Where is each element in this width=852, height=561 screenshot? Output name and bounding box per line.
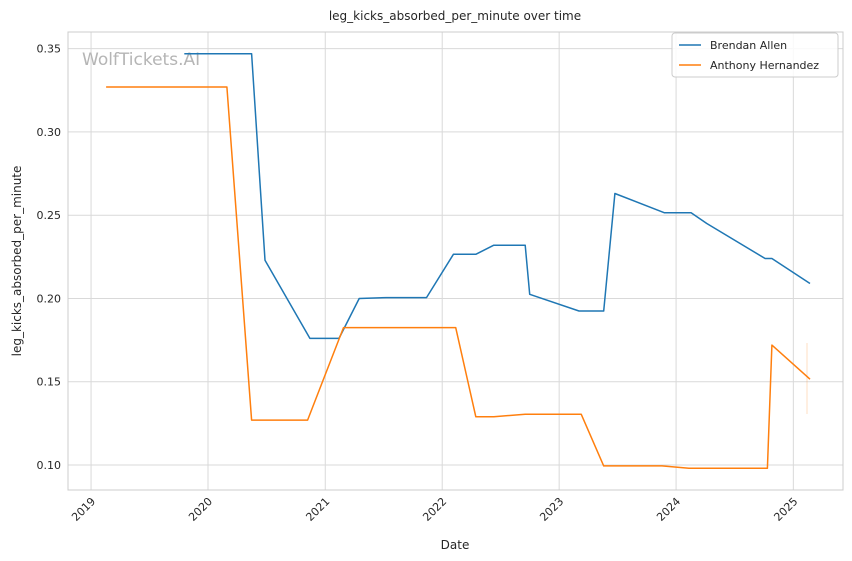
chart-title: leg_kicks_absorbed_per_minute over time (329, 9, 581, 23)
series-line-anthony-hernandez (106, 86, 811, 470)
x-tick-label: 2023 (537, 495, 566, 524)
x-grid (90, 32, 794, 490)
series-layer (106, 52, 811, 470)
y-tick-label: 0.20 (37, 292, 62, 305)
x-tick-label: 2024 (654, 495, 683, 524)
legend-box (671, 32, 839, 78)
x-tick-label: 2025 (771, 495, 800, 524)
y-tick-label: 0.25 (37, 209, 62, 222)
y-axis-title: leg_kicks_absorbed_per_minute (10, 166, 24, 357)
x-tick-label: 2019 (69, 495, 98, 524)
watermark: WolfTickets.AI (82, 50, 200, 70)
y-tick-label: 0.35 (37, 43, 62, 56)
x-tick-label: 2020 (186, 495, 215, 524)
y-tick-labels: 0.10 0.15 0.20 0.25 0.30 0.35 (37, 43, 62, 472)
x-tick-labels: 2019 2020 2021 2022 2023 2024 2025 (69, 495, 800, 524)
x-tick-label: 2022 (420, 495, 449, 524)
x-axis-title: Date (441, 538, 470, 552)
plot-frame (67, 31, 844, 491)
x-tick-label: 2021 (303, 495, 332, 524)
y-tick-label: 0.15 (37, 376, 62, 389)
legend: Brendan Allen Anthony Hernandez (671, 32, 839, 78)
legend-label-brendan-allen: Brendan Allen (710, 39, 787, 52)
y-tick-label: 0.10 (37, 459, 62, 472)
y-tick-label: 0.30 (37, 126, 62, 139)
series-line-brendan-allen (184, 52, 811, 340)
legend-label-anthony-hernandez: Anthony Hernandez (710, 59, 819, 72)
plot-background (68, 32, 843, 490)
